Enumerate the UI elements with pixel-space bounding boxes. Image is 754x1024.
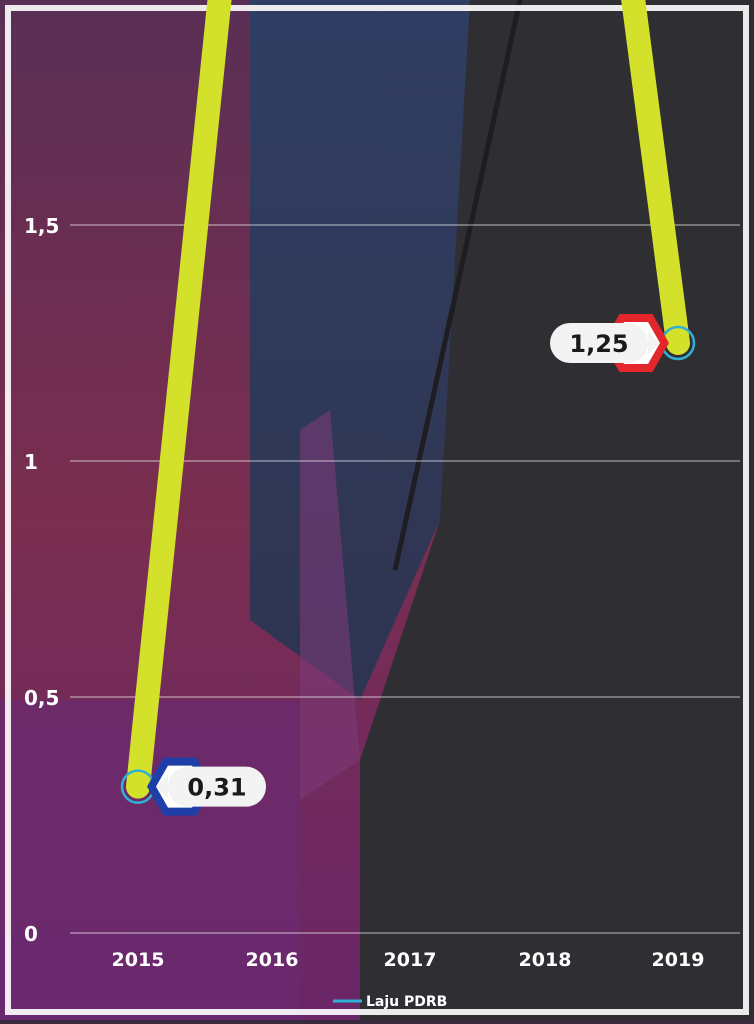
y-axis-ticks: 00,511,522,533,5	[24, 0, 59, 946]
label-pill	[550, 323, 648, 363]
x-tick-label: 2017	[384, 949, 437, 971]
x-tick-label: 2018	[519, 949, 572, 971]
data-label: 1,25	[550, 314, 669, 372]
y-tick-label: 2	[24, 0, 38, 2]
legend-label: Laju PDRB	[366, 994, 447, 1010]
x-tick-label: 2016	[246, 949, 299, 971]
data-label-text: 1,25	[569, 330, 628, 358]
legend: Laju PDRB	[333, 994, 447, 1010]
x-tick-label: 2019	[652, 949, 705, 971]
x-axis-ticks: 2015 2016 2017 2018 2019	[112, 949, 705, 971]
label-pointer	[156, 774, 168, 799]
y-tick-label: 0	[24, 922, 38, 946]
data-labels: 0,313,053,463,411,25	[147, 314, 669, 816]
label-pointer	[648, 331, 660, 355]
y-tick-label: 1	[24, 450, 38, 474]
y-tick-label: 1,5	[24, 214, 59, 238]
data-label: 0,31	[147, 757, 266, 816]
x-tick-label: 2015	[112, 949, 165, 971]
y-tick-label: 0,5	[24, 686, 59, 710]
label-pill	[168, 766, 266, 807]
data-label-text: 0,31	[187, 774, 246, 802]
